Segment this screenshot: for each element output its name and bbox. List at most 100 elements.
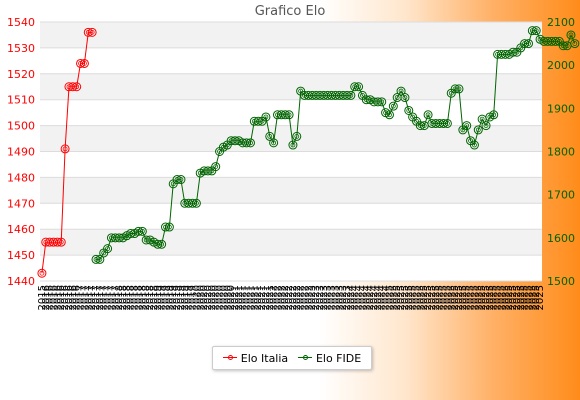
data-point — [342, 90, 352, 100]
data-point-inner — [390, 103, 396, 109]
data-point-inner — [82, 61, 87, 66]
x-tick-label: 2018 — [130, 285, 141, 310]
legend-item-elo-italia[interactable]: Elo Italia — [222, 352, 288, 365]
data-point — [292, 131, 302, 141]
x-tick-label: 2024 — [361, 285, 372, 310]
x-tick-label: 2024 — [381, 285, 392, 310]
x-tick-label: 2024 — [377, 285, 388, 310]
data-point — [523, 39, 533, 49]
x-tick-label: 2025 — [512, 285, 523, 310]
data-point — [87, 27, 97, 37]
grid-band — [40, 22, 542, 48]
y-left-tick-label: 1490 — [7, 146, 35, 159]
x-tick-label: 2025 — [481, 285, 492, 310]
legend-swatch-red — [222, 354, 237, 362]
data-point-inner — [97, 257, 103, 262]
x-tick-label: 2025 — [388, 285, 399, 310]
data-point-inner — [414, 118, 419, 124]
x-tick-label: 2020 — [215, 285, 226, 310]
x-tick-label: 2025 — [450, 285, 461, 310]
x-tick-label: 2025 — [446, 285, 457, 310]
x-tick-label: 2025 — [408, 285, 419, 310]
x-tick-label: 2025 — [415, 285, 426, 310]
data-point — [133, 226, 143, 236]
x-tick-label: 2025 — [473, 285, 484, 310]
x-tick-label: 2025 — [454, 285, 465, 310]
data-point-inner — [267, 133, 273, 139]
x-tick-label: 2025 — [442, 285, 453, 310]
data-point-inner — [564, 43, 570, 49]
grid-band — [40, 73, 542, 100]
data-point-inner — [460, 127, 466, 133]
data-point — [469, 140, 479, 150]
data-point — [288, 140, 298, 150]
data-point-inner — [479, 116, 485, 122]
x-tick-label: 2017 — [79, 285, 90, 310]
x-tick-label: 2016 — [41, 285, 52, 310]
data-point — [284, 110, 294, 120]
data-point — [527, 26, 537, 36]
y-left-tick-label: 1520 — [7, 68, 35, 81]
data-point-inner — [105, 246, 110, 252]
data-point — [350, 82, 360, 92]
data-point-inner — [39, 270, 45, 276]
x-tick-label: 2025 — [493, 285, 504, 310]
data-point-inner — [514, 49, 520, 55]
x-tick-label: 2018 — [126, 285, 137, 310]
x-tick-label: 2016 — [49, 285, 60, 310]
data-point — [570, 39, 580, 49]
x-tick-label: 2025 — [496, 285, 507, 310]
x-tick-label: 2018 — [141, 285, 152, 310]
x-tick-label: 2017 — [91, 285, 102, 310]
data-point-inner — [89, 29, 95, 35]
x-tick-label: 2021 — [249, 285, 260, 310]
data-point — [103, 244, 113, 254]
data-point-inner — [193, 200, 199, 206]
x-tick-label: 2025 — [439, 285, 450, 310]
x-tick-label: 2016 — [68, 285, 79, 310]
data-point — [442, 118, 452, 128]
x-tick-label: 2022 — [296, 285, 307, 310]
x-tick-label: 2023 — [311, 285, 322, 310]
data-point-inner — [290, 142, 296, 148]
data-point — [558, 41, 568, 51]
data-point-inner — [248, 140, 253, 146]
data-point-inner — [425, 112, 431, 118]
chart-legend: Elo Italia Elo FIDE — [212, 346, 372, 370]
x-tick-label: 2019 — [188, 285, 199, 310]
data-point-inner — [379, 99, 385, 105]
y-right-tick-label: 1900 — [547, 102, 575, 115]
x-tick-label: 2022 — [288, 285, 299, 310]
data-point — [508, 47, 518, 57]
data-point — [396, 86, 406, 96]
x-tick-label: 2023 — [330, 285, 341, 310]
x-tick-label: 2019 — [172, 285, 183, 310]
x-tick-label: 2025 — [458, 285, 469, 310]
data-point — [95, 254, 105, 264]
data-point — [450, 84, 460, 94]
data-point-inner — [360, 92, 365, 98]
data-point-inner — [213, 164, 219, 170]
x-tick-label: 2021 — [253, 285, 264, 310]
data-point-inner — [468, 138, 473, 144]
x-tick-label: 2022 — [300, 285, 311, 310]
data-point — [531, 26, 541, 36]
data-point — [60, 144, 70, 154]
data-point-inner — [263, 114, 269, 120]
y-left-tick-label: 1510 — [7, 94, 35, 107]
x-tick-label: 2024 — [369, 285, 380, 310]
x-tick-label: 2017 — [87, 285, 98, 310]
x-tick-label: 2022 — [284, 285, 295, 310]
data-point — [79, 58, 89, 68]
data-point-inner — [533, 28, 539, 34]
data-point-inner — [398, 88, 404, 94]
data-point-inner — [387, 112, 392, 118]
data-point — [157, 239, 167, 249]
x-tick-label: 2023 — [327, 285, 338, 310]
x-tick-label: 2019 — [176, 285, 187, 310]
x-tick-label: 2025 — [523, 285, 534, 310]
data-point — [520, 39, 530, 49]
legend-item-elo-fide[interactable]: Elo FIDE — [297, 352, 361, 365]
data-point-inner — [159, 241, 165, 247]
x-tick-label: 2019 — [161, 285, 172, 310]
